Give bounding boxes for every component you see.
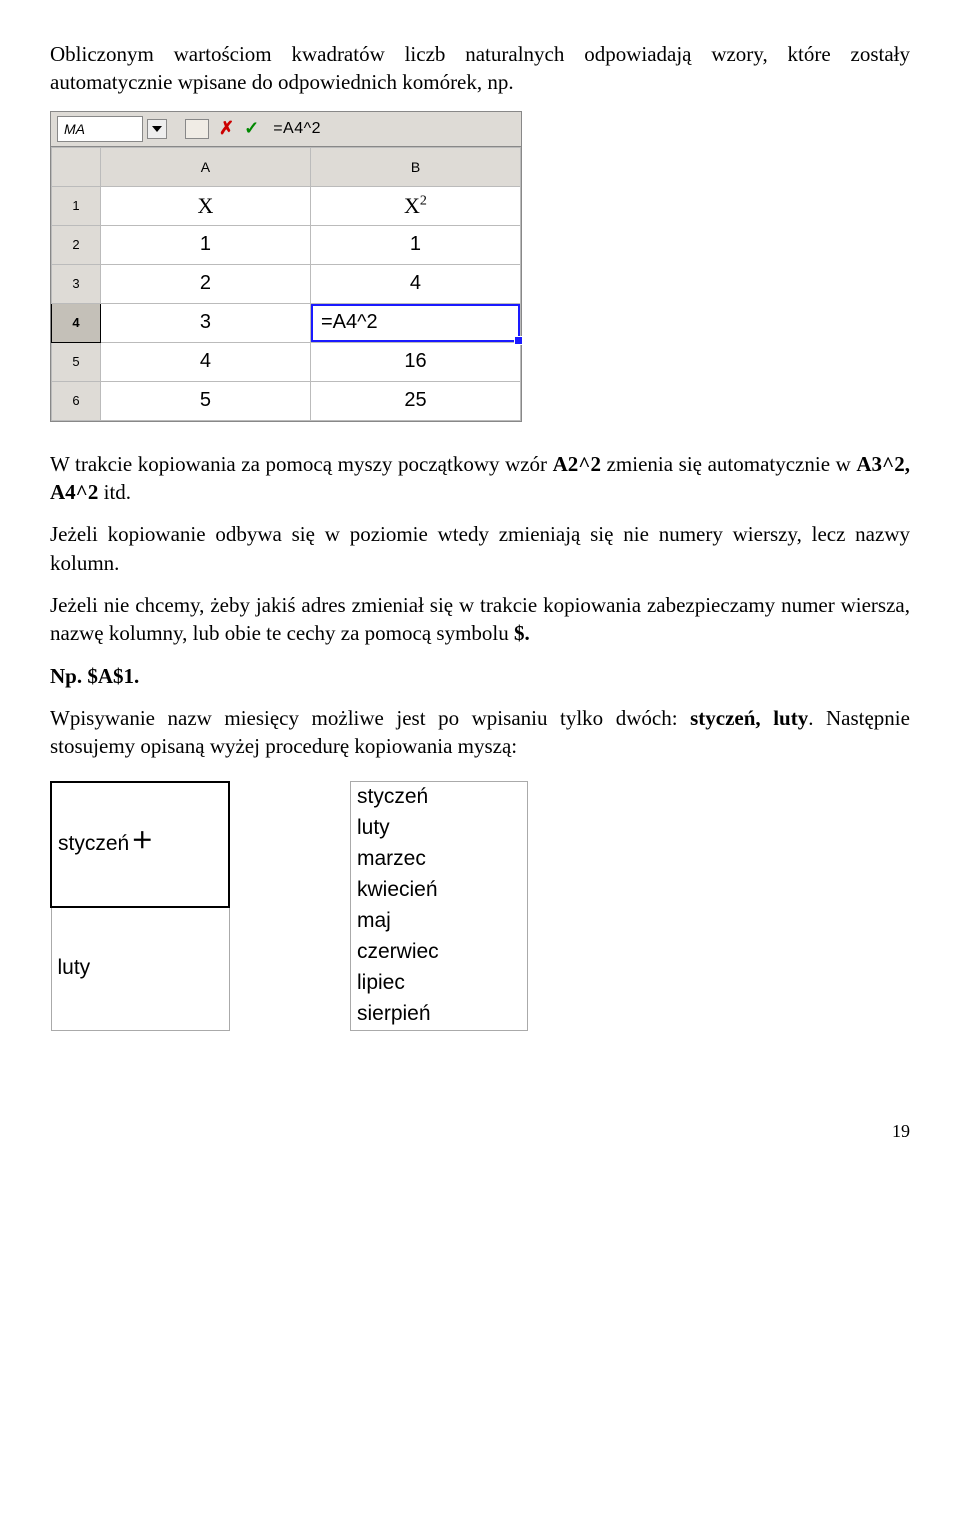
paragraph-4: Jeżeli nie chcemy, żeby jakiś adres zmie… <box>50 591 910 648</box>
row-header-2: 2 <box>52 225 101 264</box>
cell-b3: 4 <box>310 264 520 303</box>
month-right-0: styczeń <box>351 781 528 813</box>
page-number: 19 <box>50 1121 910 1142</box>
cell-b2: 1 <box>310 225 520 264</box>
month-right-4: maj <box>351 906 528 937</box>
cell-a5: 4 <box>100 342 310 381</box>
cell-b5: 16 <box>310 342 520 381</box>
months-illustration: styczeń＋ luty styczeń luty marzec kwieci… <box>50 781 910 1031</box>
paragraph-3: Jeżeli kopiowanie odbywa się w poziomie … <box>50 520 910 577</box>
month-right-6: lipiec <box>351 968 528 999</box>
months-left: styczeń＋ luty <box>50 781 230 1031</box>
cell-a4: 3 <box>100 303 310 342</box>
cell-a2: 1 <box>100 225 310 264</box>
cell-a6: 5 <box>100 381 310 420</box>
paragraph-6: Wpisywanie nazw miesięcy możliwe jest po… <box>50 704 910 761</box>
fx-icon <box>185 119 209 139</box>
month-left-0: styczeń＋ <box>51 782 229 907</box>
formula-text: =A4^2 <box>273 120 321 138</box>
name-box: MA <box>57 116 143 142</box>
corner-cell <box>52 147 101 186</box>
col-header-b: B <box>310 147 520 186</box>
accept-icon: ✓ <box>244 118 259 139</box>
month-right-5: czerwiec <box>351 937 528 968</box>
cell-b6: 25 <box>310 381 520 420</box>
dropdown-icon <box>147 119 167 139</box>
cell-b4-active: =A4^2 <box>310 303 520 342</box>
month-right-1: luty <box>351 813 528 844</box>
cell-b1: X2 <box>310 186 520 225</box>
spreadsheet-grid: A B 1 X X2 2 1 1 3 2 4 4 3 =A4^2 5 <box>51 147 521 421</box>
spreadsheet-screenshot: MA ✗ ✓ =A4^2 A B 1 X X2 2 1 1 3 2 4 4 3 <box>50 111 522 422</box>
paragraph-intro: Obliczonym wartościom kwadratów liczb na… <box>50 40 910 97</box>
col-header-a: A <box>100 147 310 186</box>
months-right: styczeń luty marzec kwiecień maj czerwie… <box>350 781 528 1031</box>
cell-a3: 2 <box>100 264 310 303</box>
month-right-7: sierpień <box>351 999 528 1031</box>
cell-a1: X <box>100 186 310 225</box>
paragraph-2: W trakcie kopiowania za pomocą myszy poc… <box>50 450 910 507</box>
row-header-4: 4 <box>52 303 101 342</box>
row-header-3: 3 <box>52 264 101 303</box>
fill-handle <box>514 336 523 345</box>
month-right-3: kwiecień <box>351 875 528 906</box>
row-header-5: 5 <box>52 342 101 381</box>
formula-bar: MA ✗ ✓ =A4^2 <box>51 112 521 147</box>
row-header-6: 6 <box>52 381 101 420</box>
row-header-1: 1 <box>52 186 101 225</box>
paragraph-5: Np. $A$1. <box>50 662 910 690</box>
month-right-2: marzec <box>351 844 528 875</box>
month-left-1: luty <box>51 907 229 1030</box>
cancel-icon: ✗ <box>219 118 234 139</box>
